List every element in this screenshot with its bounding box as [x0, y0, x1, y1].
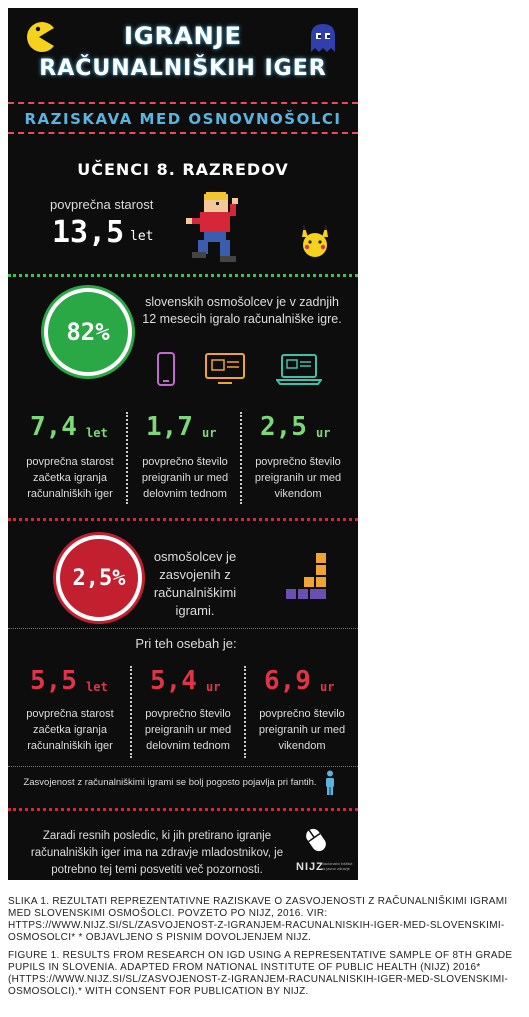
subtitle: RAZISKAVA MED OSNOVNOŠOLCI [24, 110, 342, 128]
addiction-stat-1-unit: let [86, 680, 108, 694]
gender-note: Zasvojenost z računalniškimi igrami se b… [23, 777, 317, 788]
caption-slovene: SLIKA 1. REZULTATI REPREZENTATIVNE RAZIS… [8, 896, 508, 943]
gaming-stat-3-unit: ur [316, 426, 331, 440]
gaming-stat-2-label: povprečno število preigranih ur med delo… [141, 456, 229, 500]
gaming-stat-2-value: 1,7 [146, 412, 193, 442]
mouse-icon [306, 828, 326, 852]
gaming-stat-3-label: povprečno število preigranih ur med vike… [254, 456, 342, 500]
section-divider-red [8, 518, 358, 521]
figure-captions: SLIKA 1. REZULTATI REPREZENTATIVNE RAZIS… [8, 896, 523, 1004]
average-age-label: povprečna starost [50, 197, 154, 212]
column-separator [244, 666, 246, 758]
person-icon [326, 770, 334, 795]
addiction-stat-3-unit: ur [320, 680, 335, 694]
gaming-stat-2-unit: ur [202, 426, 217, 440]
subtitle-band [8, 102, 358, 134]
average-age-unit: let [130, 229, 154, 244]
section-divider-green [8, 274, 358, 277]
ghost-icon [311, 24, 335, 52]
addiction-stat-3-label: povprečno število preigranih ur med vike… [258, 708, 346, 752]
pacman-icon [27, 22, 54, 52]
addiction-stat-1-value: 5,5 [30, 666, 77, 696]
nijz-logo: NIJZ [296, 861, 324, 873]
persons-heading: Pri teh osebah je: [135, 636, 237, 651]
running-boy-icon [186, 192, 238, 262]
nijz-logo-subtitle: Nacionalni inštitut za javno zdravje [321, 861, 353, 871]
caption-english: FIGURE 1. RESULTS FROM RESEARCH ON IGD U… [8, 950, 513, 997]
column-separator [126, 412, 128, 504]
thin-divider [8, 628, 358, 629]
laptop-icon [276, 354, 322, 385]
pikachu-icon [302, 225, 328, 257]
addiction-stat-2-value: 5,4 [150, 666, 197, 696]
gaming-percent-circle: 82% [44, 288, 132, 376]
addiction-stat-2-unit: ur [206, 680, 221, 694]
gaming-stat-1-unit: let [86, 426, 108, 440]
gaming-stat-1-label: povprečna starost začetka igranja računa… [26, 456, 114, 500]
section-divider-red [8, 808, 358, 811]
gaming-description: slovenskih osmošolcev je v zadnjih 12 me… [142, 295, 342, 326]
column-separator [130, 666, 132, 758]
addiction-stat-1-label: povprečna starost začetka igranja računa… [26, 708, 114, 752]
addiction-stat-3-value: 6,9 [264, 666, 311, 696]
thin-divider [8, 766, 358, 767]
addiction-percent-circle: 2,5% [56, 535, 142, 621]
phone-icon [157, 352, 175, 386]
footer-message: Zaradi resnih posledic, ki jih pretirano… [30, 830, 284, 876]
gaming-stat-3-value: 2,5 [260, 412, 307, 442]
addiction-stat-2-label: povprečno število preigranih ur med delo… [144, 708, 232, 752]
monitor-icon [205, 353, 245, 384]
average-age-value: 13,5 [52, 215, 125, 250]
gaming-stat-1-value: 7,4 [30, 412, 77, 442]
title-line-2: RAČUNALNIŠKIH IGER [39, 56, 327, 81]
infographic: IGRANJE RAČUNALNIŠKIH IGER RAZISKAVA MED… [8, 8, 358, 880]
grade-heading: UČENCI 8. RAZREDOV [77, 160, 289, 179]
column-separator [240, 412, 242, 504]
stacked-bars-icon [286, 553, 326, 599]
addiction-description: osmošolcev je zasvojenih z računalniškim… [153, 549, 237, 618]
title-line-1: IGRANJE [123, 22, 243, 50]
